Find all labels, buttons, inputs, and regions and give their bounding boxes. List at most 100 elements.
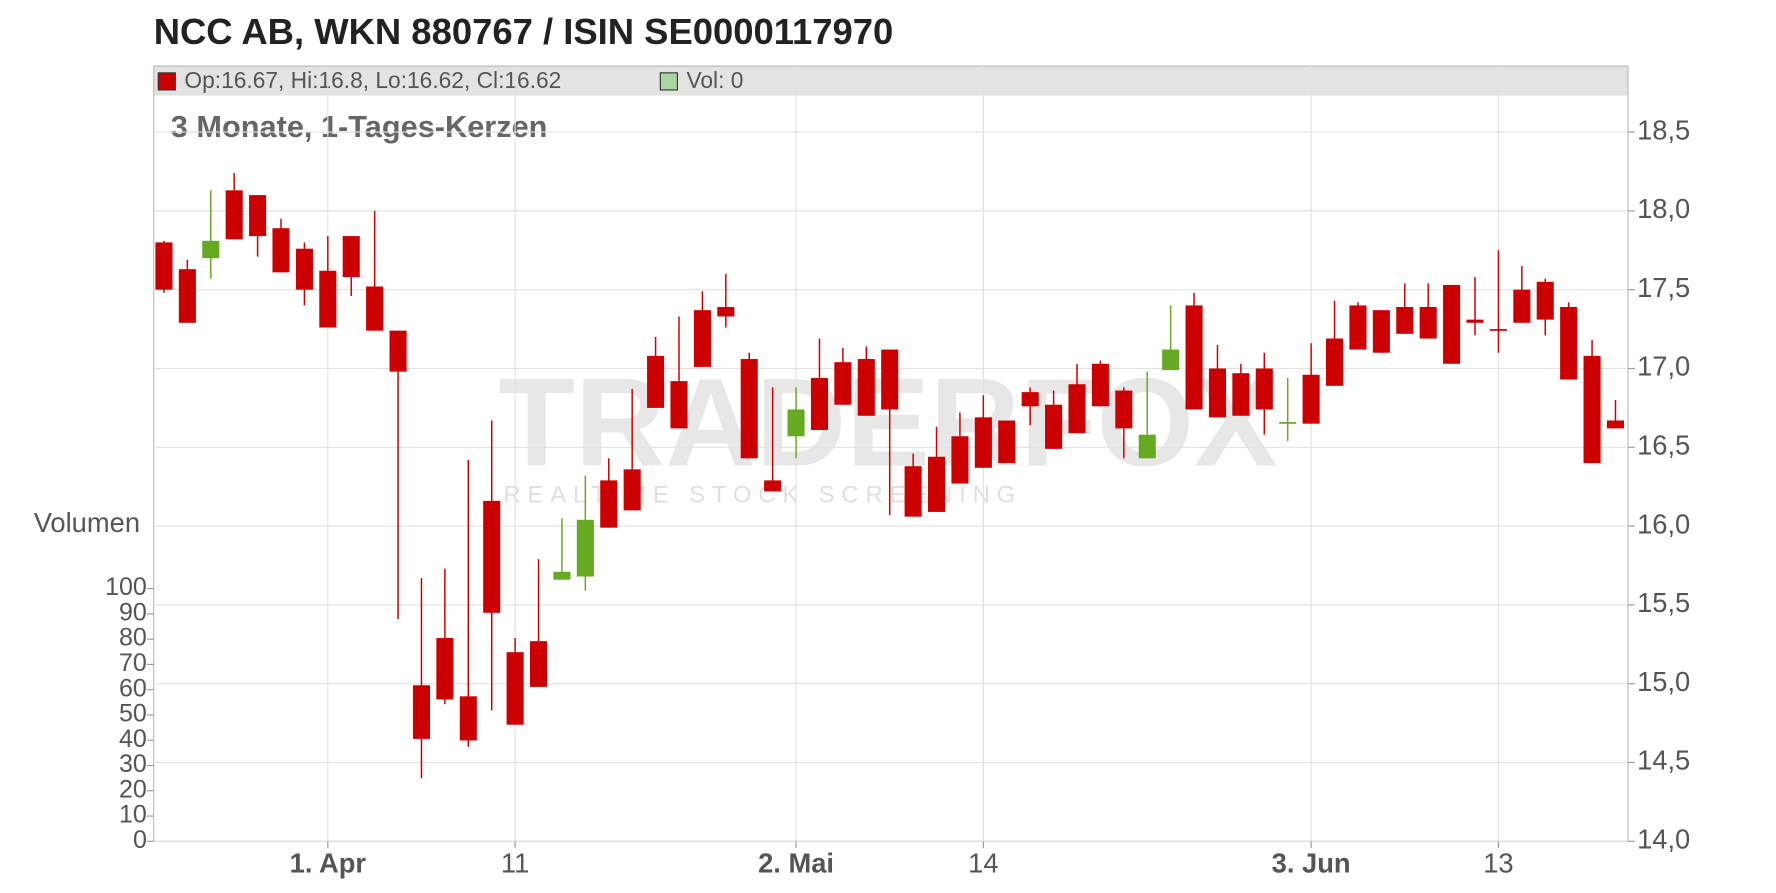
candle-body bbox=[1208, 368, 1227, 418]
candles bbox=[155, 173, 1625, 779]
y2-tick-label: 40 bbox=[119, 725, 147, 753]
candle-body bbox=[249, 195, 267, 237]
legend-price: Op:16.67, Hi:16.8, Lo:16.62, Cl:16.62 bbox=[184, 67, 561, 93]
candle-body bbox=[1138, 434, 1156, 459]
candle-body bbox=[436, 638, 454, 700]
x-tick-label: 13 bbox=[1483, 847, 1513, 878]
candle-body bbox=[1232, 373, 1250, 416]
y-tick-label: 16,5 bbox=[1637, 430, 1690, 461]
candle-body bbox=[857, 359, 875, 416]
chart-subtitle: 3 Monate, 1-Tages-Kerzen bbox=[171, 109, 548, 144]
candle-body bbox=[506, 652, 524, 725]
candle-body bbox=[553, 571, 571, 580]
x-tick-label: 2. Mai bbox=[758, 847, 834, 878]
candle-body bbox=[576, 519, 594, 577]
y2-tick-label: 20 bbox=[119, 775, 147, 803]
y2-axis-label: Volumen bbox=[34, 507, 140, 538]
y2-tick-label: 70 bbox=[119, 649, 147, 677]
candle-body bbox=[787, 409, 805, 437]
grid: 14,0 14,5 15,0 15,5 16,0 16,5 17,0 17,5 18,0 18,5… bbox=[105, 66, 1690, 878]
candle-body bbox=[1115, 390, 1133, 429]
candle-body bbox=[202, 240, 220, 259]
candle-body bbox=[1279, 422, 1297, 424]
y-tick-label: 17,0 bbox=[1637, 351, 1690, 382]
candle-body bbox=[974, 417, 992, 468]
y2-tick-label: 90 bbox=[119, 598, 147, 626]
candle-body bbox=[1466, 319, 1484, 323]
candle-body bbox=[1372, 310, 1390, 353]
candle-body bbox=[1419, 307, 1437, 339]
candle-body bbox=[600, 480, 618, 528]
candle-body bbox=[1513, 289, 1531, 323]
chart-title: NCC AB, WKN 880767 / ISIN SE0000117970 bbox=[154, 11, 894, 52]
x-tick-label: 14 bbox=[968, 847, 998, 878]
y2-tick-label: 80 bbox=[119, 624, 147, 652]
candle-body bbox=[342, 236, 360, 278]
candle-body bbox=[1560, 307, 1578, 380]
candle-body bbox=[1185, 305, 1203, 410]
candle-body bbox=[1606, 420, 1625, 429]
candle-body bbox=[1045, 404, 1063, 449]
x-tick-label: 1. Apr bbox=[290, 847, 367, 878]
y2-tick-label: 0 bbox=[133, 826, 147, 854]
candle-body bbox=[1091, 363, 1109, 407]
candle-body bbox=[483, 500, 501, 613]
candle-body bbox=[225, 190, 243, 240]
candle-body bbox=[529, 641, 548, 687]
y-tick-label: 16,0 bbox=[1637, 508, 1690, 539]
candle-body bbox=[717, 307, 735, 317]
candle-body bbox=[295, 248, 313, 290]
candle-body bbox=[1536, 281, 1554, 320]
y2-tick-label: 30 bbox=[119, 750, 147, 778]
y-tick-label: 18,0 bbox=[1637, 193, 1690, 224]
y2-tick-label: 100 bbox=[105, 573, 147, 601]
candle-body bbox=[272, 228, 290, 273]
candle-body bbox=[1255, 368, 1273, 410]
candle-body bbox=[1302, 374, 1320, 424]
y2-tick-label: 50 bbox=[119, 700, 147, 728]
candle-body bbox=[881, 349, 899, 410]
candle-body bbox=[155, 242, 173, 290]
x-tick-label: 11 bbox=[501, 847, 529, 878]
candle-body bbox=[1021, 392, 1039, 407]
y2-tick-label: 60 bbox=[119, 674, 147, 702]
candle-body bbox=[1443, 284, 1461, 364]
candle-body bbox=[764, 480, 782, 492]
candle-body bbox=[366, 286, 384, 331]
candle-body bbox=[1325, 338, 1344, 386]
candle-body bbox=[647, 355, 665, 408]
y-tick-label: 15,5 bbox=[1637, 587, 1690, 618]
candle-body bbox=[623, 469, 641, 511]
x-tick-label: 3. Jun bbox=[1272, 847, 1351, 878]
candle-body bbox=[1489, 329, 1507, 331]
candle-body bbox=[389, 330, 407, 372]
candle-body bbox=[412, 685, 431, 739]
candle-body bbox=[319, 270, 337, 328]
candle-body bbox=[927, 456, 946, 512]
y-tick-label: 14,0 bbox=[1637, 824, 1690, 855]
y-tick-label: 14,5 bbox=[1637, 745, 1690, 776]
candle-body bbox=[670, 381, 688, 429]
candle-body bbox=[1583, 355, 1601, 464]
candle-body bbox=[998, 420, 1016, 464]
candle-body bbox=[178, 269, 196, 323]
y-tick-label: 18,5 bbox=[1637, 114, 1690, 145]
candle-body bbox=[740, 359, 758, 459]
legend-bar bbox=[153, 66, 1629, 96]
candle-body bbox=[1396, 307, 1414, 334]
candle-body bbox=[834, 362, 852, 405]
y-tick-label: 17,5 bbox=[1637, 272, 1690, 303]
legend-swatch bbox=[659, 72, 678, 91]
candle-body bbox=[904, 466, 922, 517]
candle-body bbox=[459, 696, 477, 741]
legend-swatch bbox=[157, 72, 176, 91]
candle-body bbox=[951, 436, 969, 484]
y-tick-label: 15,0 bbox=[1637, 666, 1690, 697]
candle-body bbox=[1349, 305, 1367, 350]
legend-volume: Vol: 0 bbox=[686, 67, 743, 93]
candle-body bbox=[1068, 384, 1086, 434]
candle-body bbox=[1162, 349, 1180, 371]
candle-body bbox=[810, 377, 829, 430]
candle-body bbox=[693, 310, 711, 367]
